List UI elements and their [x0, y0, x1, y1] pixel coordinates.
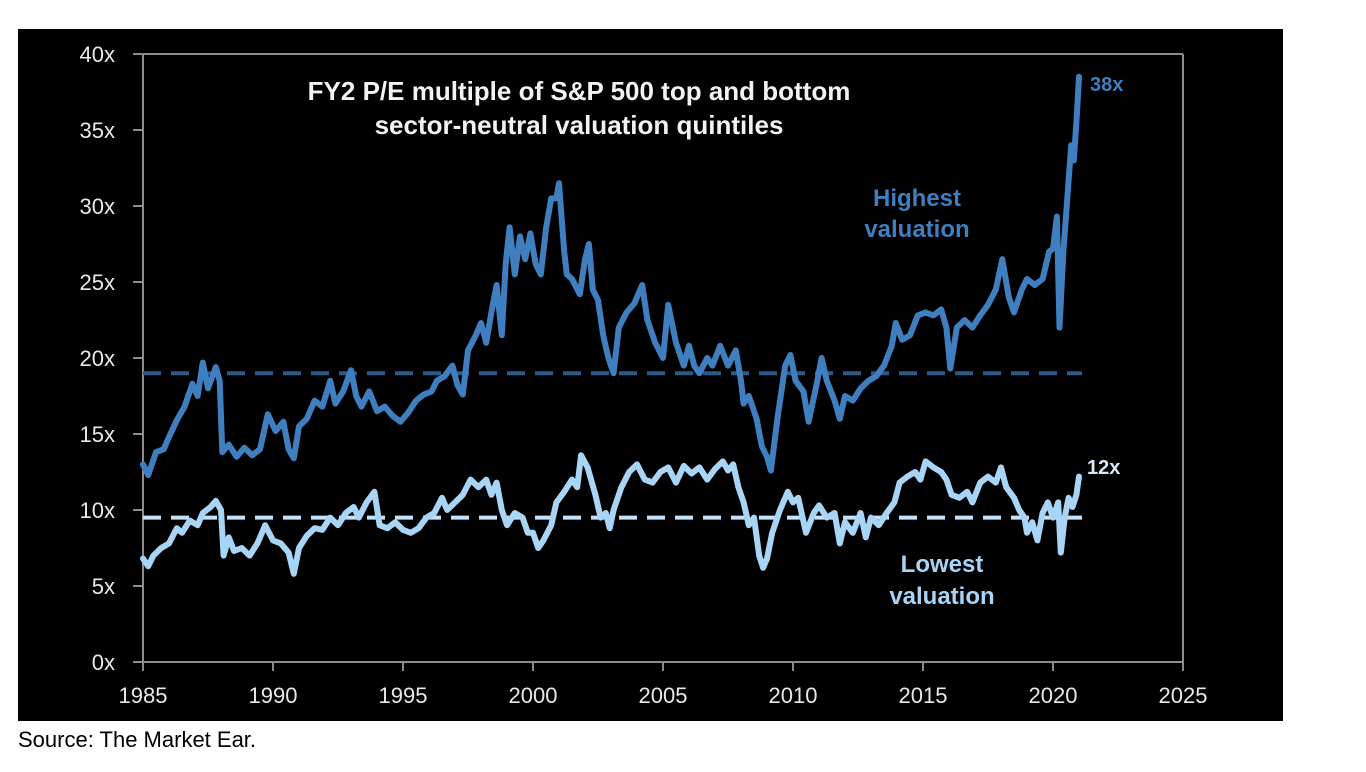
annotation-highest-line2: valuation: [864, 216, 969, 243]
chart-subtitle: sector-neutral valuation quintiles: [375, 110, 784, 140]
series-line-lowest-valuation: [140, 452, 1082, 577]
x-axis-ticks: 1985 1990 1995 2000 2005 2010 2015 2020 2025: [119, 662, 1208, 708]
x-tick-label: 2005: [639, 683, 688, 708]
x-tick-label: 1985: [119, 683, 168, 708]
y-tick-label: 15x: [80, 422, 115, 447]
reference-lines: [143, 371, 1082, 520]
x-tick-label: 1995: [379, 683, 428, 708]
x-tick-label: 2015: [899, 683, 948, 708]
series-lines: [140, 73, 1082, 577]
x-tick-label: 1990: [249, 683, 298, 708]
end-label-lowest: 12x: [1087, 457, 1120, 479]
x-tick-label: 2025: [1159, 683, 1208, 708]
source-caption: Source: The Market Ear.: [18, 727, 257, 752]
annotation-lowest-line1: Lowest: [901, 551, 984, 578]
y-tick-label: 35x: [80, 118, 115, 143]
y-axis-ticks: 0x 5x 10x 15x 20x 25x 30x 35x 40x: [80, 42, 143, 675]
y-tick-label: 30x: [80, 194, 115, 219]
annotation-lowest-line2: valuation: [889, 583, 994, 610]
y-tick-label: 25x: [80, 270, 115, 295]
y-tick-label: 40x: [80, 42, 115, 67]
x-tick-label: 2000: [509, 683, 558, 708]
y-tick-label: 10x: [80, 498, 115, 523]
y-tick-label: 20x: [80, 346, 115, 371]
x-tick-label: 2010: [769, 683, 818, 708]
y-tick-label: 5x: [92, 574, 115, 599]
end-label-highest: 38x: [1090, 74, 1123, 96]
series-line-highest-valuation: [140, 73, 1082, 478]
chart-title: FY2 P/E multiple of S&P 500 top and bott…: [308, 76, 851, 106]
x-tick-label: 2020: [1029, 683, 1078, 708]
y-tick-label: 0x: [92, 650, 115, 675]
annotation-highest-line1: Highest: [873, 185, 961, 212]
